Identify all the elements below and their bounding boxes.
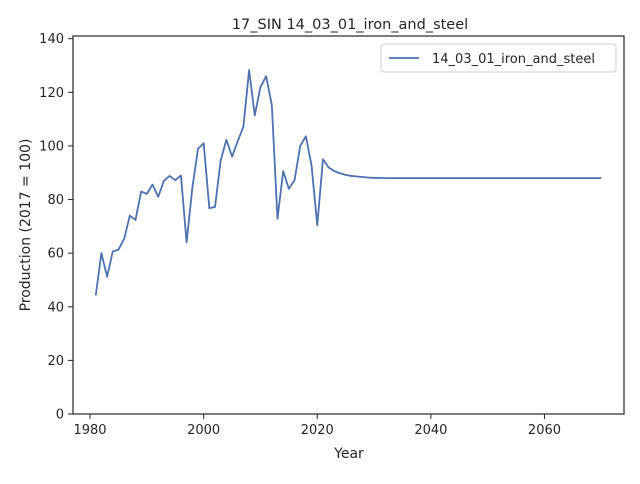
- y-tick-label: 40: [47, 300, 64, 315]
- series-layer: [94, 69, 602, 296]
- y-axis: 0 20 40 60 80 100 120 140: [39, 32, 73, 423]
- x-tick-label: 2040: [414, 423, 447, 438]
- x-tick-label: 2060: [528, 423, 561, 438]
- chart-title: 17_SIN 14_03_01_iron_and_steel: [232, 17, 468, 33]
- y-tick-label: 20: [47, 354, 64, 369]
- y-tick-label: 140: [39, 32, 64, 47]
- plot-area: [72, 35, 625, 415]
- x-tick-label: 2020: [301, 423, 334, 438]
- series-line-iron-and-steel: [94, 69, 602, 296]
- y-tick-label: 120: [39, 86, 64, 101]
- y-tick-label: 0: [56, 408, 64, 423]
- x-axis-label: Year: [333, 446, 364, 462]
- x-tick-label: 2000: [187, 423, 220, 438]
- legend-box: [380, 43, 617, 73]
- legend: 14_03_01_iron_and_steel: [380, 43, 617, 73]
- legend-series-label: 14_03_01_iron_and_steel: [432, 52, 595, 67]
- y-axis-label: Production (2017 = 100): [18, 139, 34, 312]
- y-tick-label: 100: [39, 139, 64, 154]
- y-tick-label: 60: [47, 247, 64, 262]
- x-tick-label: 1980: [73, 423, 106, 438]
- x-axis: 1980 2000 2020 2040 2060: [73, 414, 561, 438]
- y-tick-label: 80: [47, 193, 64, 208]
- plot-frame: [72, 35, 625, 415]
